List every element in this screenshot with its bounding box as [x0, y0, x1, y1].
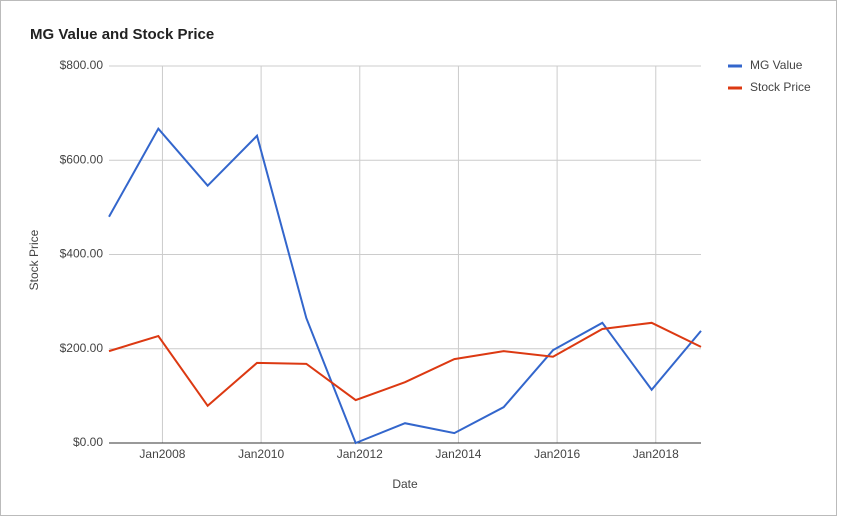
x-tick-label: Jan2018 [633, 447, 679, 461]
x-tick-label: Jan2012 [337, 447, 383, 461]
y-tick-label: $0.00 [73, 435, 103, 449]
y-axis-title: Stock Price [27, 229, 41, 290]
legend-label: MG Value [750, 58, 803, 72]
legend-label: Stock Price [750, 80, 811, 94]
y-tick-label: $400.00 [60, 247, 104, 261]
x-tick-label: Jan2014 [435, 447, 481, 461]
x-tick-label: Jan2008 [139, 447, 185, 461]
data-line [108, 321, 702, 408]
x-tick-label: Jan2016 [534, 447, 580, 461]
data-line [108, 126, 702, 445]
y-tick-label: $800.00 [60, 58, 104, 72]
chart-title: MG Value and Stock Price [30, 26, 214, 43]
x-axis-title: Date [392, 477, 418, 491]
y-tick-label: $200.00 [60, 341, 104, 355]
x-tick-label: Jan2010 [238, 447, 284, 461]
y-tick-label: $600.00 [60, 152, 104, 166]
